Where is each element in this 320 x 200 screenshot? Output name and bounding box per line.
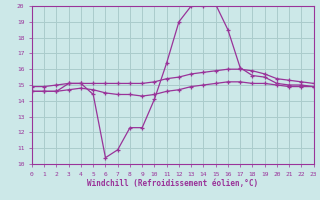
- X-axis label: Windchill (Refroidissement éolien,°C): Windchill (Refroidissement éolien,°C): [87, 179, 258, 188]
